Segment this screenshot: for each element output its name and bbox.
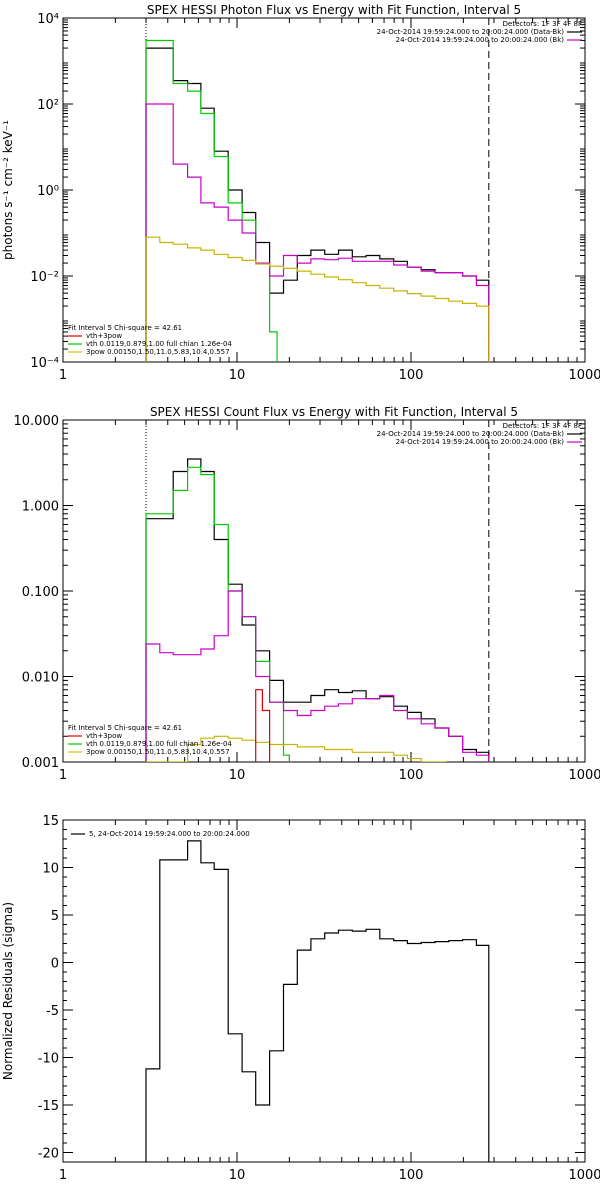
legend-entry: vth 0.0119,0.879,1.00 full chian 1.26e-0…	[86, 340, 232, 348]
x-tick-label: 100	[399, 768, 424, 783]
y-tick-label: 10⁻⁴	[30, 356, 59, 371]
legend: Fit Interval 5 Chi-square = 42.61vth+3po…	[68, 724, 232, 756]
legend-entry: vth+3pow	[86, 332, 122, 340]
y-tick-label: 0.010	[22, 671, 59, 686]
series-line-4	[145, 236, 490, 362]
y-tick-label: 0	[51, 957, 59, 972]
legend: 5, 24-Oct-2014 19:59:24.000 to 20:00:24.…	[71, 830, 250, 838]
legend-entry: 5, 24-Oct-2014 19:59:24.000 to 20:00:24.…	[89, 830, 250, 838]
legend-entry: vth 0.0119,0.879,1.00 full chian 1.26e-0…	[86, 740, 232, 748]
x-tick-label: 1	[59, 1168, 67, 1183]
y-tick-label: 1.000	[22, 500, 59, 515]
y-tick-label: 10⁻²	[30, 270, 59, 285]
series-line-2	[145, 39, 278, 362]
legend-header: Fit Interval 5 Chi-square = 42.61	[68, 324, 182, 332]
x-tick-label: 10	[229, 368, 246, 383]
y-tick-label: 5	[51, 909, 59, 924]
x-tick-label: 1	[59, 368, 67, 383]
y-tick-label: 10	[42, 862, 59, 877]
legend-entry: 3pow 0.00150,1.50,11.0,5.83,10.4,0.557	[86, 348, 230, 356]
y-tick-label: 10⁰	[37, 184, 59, 199]
legend-entry: 24-Oct-2014 19:59:24.000 to 20:00:24.000…	[377, 28, 565, 36]
series-line-5	[255, 689, 271, 762]
chart-panel-3: Normalized Residuals (sigma)1 10 100 1000-2…	[1, 814, 600, 1183]
y-tick-label: 10.000	[14, 414, 60, 429]
series-line-1	[145, 47, 490, 362]
y-axis-label: photons s⁻¹ cm⁻² keV⁻¹	[1, 120, 15, 260]
y-tick-label: 0.001	[22, 756, 59, 771]
x-tick-label: 1000	[568, 768, 600, 783]
series-line-2	[145, 466, 290, 762]
legend-entry: 24-Oct-2014 19:59:24.000 to 20:00:24.000…	[396, 438, 565, 446]
y-tick-label: 15	[42, 814, 59, 829]
chart-title: SPEX HESSI Photon Flux vs Energy with Fi…	[147, 3, 521, 17]
series-line-3	[145, 590, 490, 762]
y-tick-label: 10⁴	[37, 12, 59, 27]
x-tick-label: 1	[59, 768, 67, 783]
x-tick-label: 1000	[568, 368, 600, 383]
x-tick-label: 10	[229, 768, 246, 783]
y-tick-label: 10²	[37, 98, 59, 113]
x-tick-label: 1000	[568, 1168, 600, 1183]
chart-panel-1: SPEX HESSI Photon Flux vs Energy with Fi…	[1, 3, 600, 383]
series-line-1	[145, 458, 490, 762]
legend-entry: 3pow 0.00150,1.50,11.0,5.83,10.4,0.557	[86, 748, 230, 756]
y-tick-label: -5	[46, 1004, 59, 1019]
series-line-4	[146, 735, 447, 762]
legend-entry: 24-Oct-2014 19:59:24.000 to 20:00:24.000…	[377, 430, 565, 438]
legend-entry: 24-Oct-2014 19:59:24.000 to 20:00:24.000…	[396, 36, 565, 44]
legend-header: Detectors: 1F 3F 4F 8F	[503, 422, 582, 430]
legend: Fit Interval 5 Chi-square = 42.61vth+3po…	[68, 324, 232, 356]
y-axis-label: Normalized Residuals (sigma)	[1, 902, 15, 1080]
y-tick-label: -20	[38, 1147, 59, 1162]
legend-header: Fit Interval 5 Chi-square = 42.61	[68, 724, 182, 732]
x-tick-label: 100	[399, 368, 424, 383]
chart-panel-2: SPEX HESSI Count Flux vs Energy with Fit…	[14, 405, 600, 783]
x-tick-label: 10	[229, 1168, 246, 1183]
plot-frame	[62, 819, 586, 1163]
chart-title: SPEX HESSI Count Flux vs Energy with Fit…	[150, 405, 518, 419]
x-tick-label: 100	[399, 1168, 424, 1183]
series-line-3	[145, 103, 490, 362]
y-tick-label: 0.100	[22, 585, 59, 600]
y-tick-label: -15	[38, 1099, 59, 1114]
legend-entry: vth+3pow	[86, 732, 122, 740]
plot-frame	[62, 17, 586, 363]
series-line-1	[145, 840, 490, 1162]
y-tick-label: -10	[38, 1052, 59, 1067]
legend-header: Detectors: 1F 3F 4F 8F	[503, 20, 582, 28]
